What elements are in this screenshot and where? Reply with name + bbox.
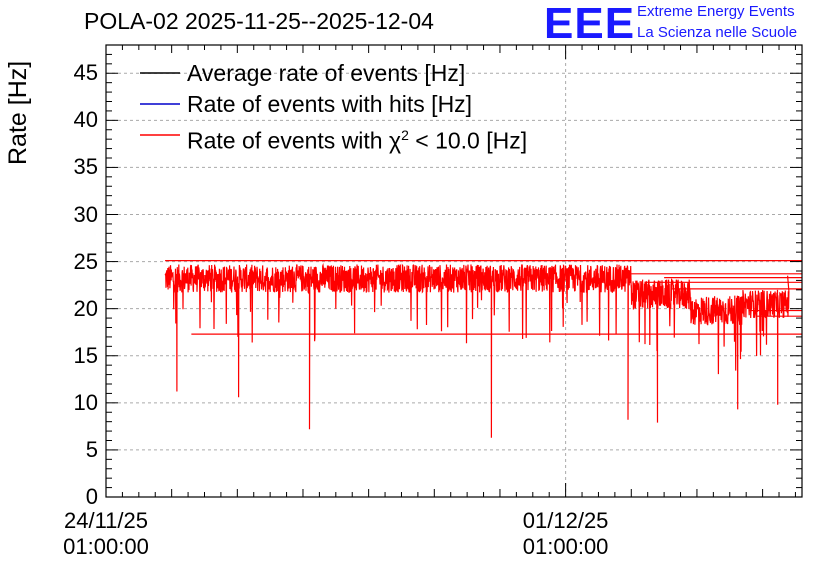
y-tick-label: 45 — [73, 60, 98, 86]
y-tick-label: 15 — [73, 342, 98, 368]
legend-entry-average: Average rate of events [Hz] — [187, 60, 466, 86]
chart-title: POLA-02 2025-11-25--2025-12-04 — [84, 8, 434, 34]
y-tick-label: 25 — [73, 248, 98, 274]
y-tick-label: 10 — [73, 389, 98, 415]
series-chi2-line — [164, 262, 790, 438]
x-tick-label: 24/11/25 01:00:00 — [26, 508, 186, 560]
grid-lines — [106, 45, 802, 497]
eee-logo: EEE — [544, 0, 636, 48]
x-tick-time: 01:00:00 — [522, 534, 609, 559]
legend-chi2-symbol: χ — [389, 127, 402, 154]
logo-line-1: Extreme Energy Events — [637, 3, 795, 20]
y-tick-label: 0 — [85, 484, 98, 509]
x-tick-time: 01:00:00 — [63, 534, 149, 559]
x-tick-date: 01/12/25 — [522, 508, 609, 533]
logo-line-2: La Scienza nelle Scuole — [637, 24, 798, 41]
legend-chi2-suffix: < 10.0 [Hz] — [408, 127, 528, 154]
y-tick-label: 5 — [85, 436, 98, 462]
x-tick-date: 24/11/25 — [63, 508, 148, 533]
y-tick-label: 30 — [73, 201, 98, 227]
legend-chi2-prefix: Rate of events with — [187, 127, 389, 154]
legend-swatches — [140, 72, 180, 136]
y-tick-label: 20 — [73, 295, 98, 321]
y-tick-label: 40 — [73, 107, 98, 133]
x-tick-label: 01/12/25 01:00:00 — [486, 508, 646, 560]
legend-chi2-sup: 2 — [401, 127, 409, 143]
y-axis-label: Rate [Hz] — [4, 60, 32, 165]
legend-entry-chi2: Rate of events with χ2 < 10.0 [Hz] — [187, 122, 527, 154]
axes-frame — [105, 44, 803, 498]
y-tick-label: 35 — [73, 154, 98, 180]
legend-entry-hits: Rate of events with hits [Hz] — [187, 91, 473, 117]
